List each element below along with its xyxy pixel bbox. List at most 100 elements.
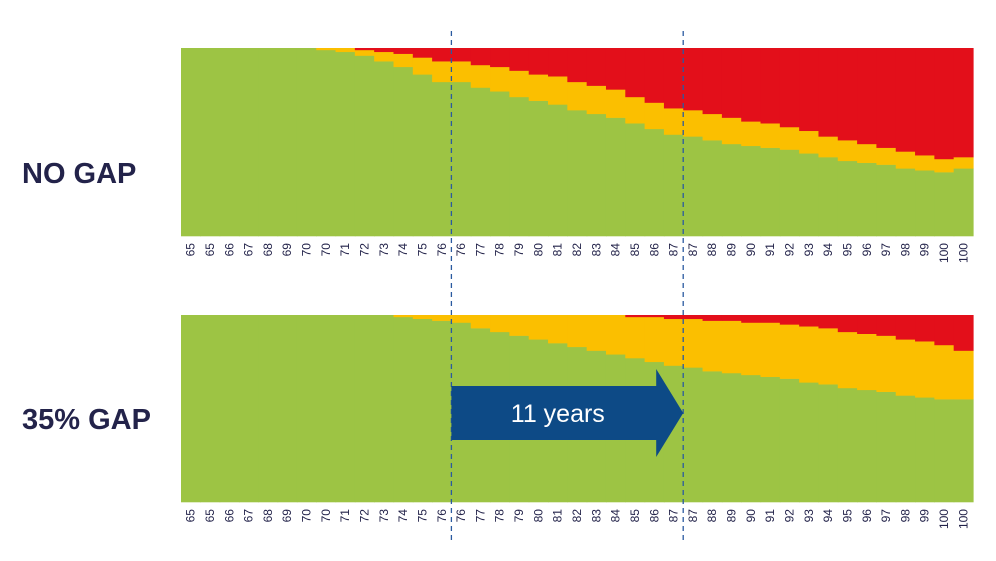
area-segment-s2-c33 <box>818 315 839 329</box>
area-segment-s0-c18 <box>528 100 549 237</box>
area-segment-s2-c29 <box>741 48 762 122</box>
x-tick-label: 99 <box>918 509 932 523</box>
area-segment-s0-c22 <box>605 117 626 237</box>
area-segment-s2-c25 <box>663 315 684 320</box>
area-segment-s2-c21 <box>586 48 607 86</box>
area-segment-s1-c30 <box>760 123 781 148</box>
x-tick-label: 84 <box>609 509 623 523</box>
x-tick-label: 93 <box>802 243 816 257</box>
area-segment-s2-c26 <box>683 48 704 111</box>
x-tick-label: 70 <box>300 243 314 257</box>
area-segment-s0-c3 <box>238 48 259 237</box>
x-tick-label: 74 <box>396 243 410 257</box>
area-segment-s1-c18 <box>528 74 549 101</box>
area-segment-s2-c35 <box>857 48 878 145</box>
x-tick-label: 94 <box>821 243 835 257</box>
area-segment-s1-c35 <box>857 143 878 163</box>
area-segment-s0-c25 <box>663 134 684 237</box>
x-tick-label: 74 <box>396 509 410 523</box>
x-tick-label: 70 <box>319 509 333 523</box>
area-segment-s2-c35 <box>857 315 878 334</box>
x-tick-label: 96 <box>860 509 874 523</box>
area-segment-s0-c33 <box>818 384 839 503</box>
area-segment-s2-c31 <box>779 315 800 325</box>
area-segment-s2-c13 <box>432 48 453 62</box>
area-segment-s1-c37 <box>895 339 916 396</box>
x-tick-label: 78 <box>493 243 507 257</box>
x-tick-label: 65 <box>184 509 198 523</box>
area-segment-s1-c32 <box>799 130 820 154</box>
area-segment-s0-c35 <box>857 162 878 237</box>
annotation-label: 11 years <box>511 400 605 428</box>
area-segment-s0-c7 <box>316 315 337 503</box>
area-segment-s0-c5 <box>277 315 298 503</box>
area-segment-s0-c31 <box>779 378 800 503</box>
area-segment-s1-c11 <box>393 315 414 318</box>
area-segment-s2-c27 <box>702 315 723 321</box>
x-tick-label: 75 <box>415 243 429 257</box>
area-segment-s1-c12 <box>412 315 433 320</box>
area-segment-s0-c33 <box>818 157 839 237</box>
area-segment-s0-c15 <box>470 87 491 237</box>
area-segment-s2-c14 <box>451 48 472 62</box>
x-tick-label: 70 <box>300 509 314 523</box>
area-segment-s0-c1 <box>200 315 221 503</box>
area-segment-s1-c14 <box>451 61 472 83</box>
area-segment-s1-c20 <box>567 81 588 111</box>
x-tick-label: 100 <box>956 509 970 529</box>
area-segment-s1-c40 <box>953 350 974 400</box>
area-segment-s1-c17 <box>509 70 530 98</box>
area-segment-s1-c8 <box>335 48 356 53</box>
x-tick-label: 92 <box>782 509 796 523</box>
area-segment-s0-c36 <box>876 391 897 503</box>
x-tick-label: 68 <box>261 509 275 523</box>
area-segment-s1-c13 <box>432 61 453 83</box>
area-segment-s1-c28 <box>721 117 742 145</box>
x-tick-label: 90 <box>744 509 758 523</box>
area-segment-s1-c23 <box>625 316 646 359</box>
area-segment-s0-c11 <box>393 66 414 237</box>
x-tick-label: 84 <box>609 243 623 257</box>
area-segment-s0-c39 <box>934 399 955 503</box>
x-tick-label: 100 <box>937 243 951 263</box>
area-segment-s2-c37 <box>895 315 916 340</box>
area-segment-s0-c29 <box>741 374 762 503</box>
area-segment-s1-c27 <box>702 320 723 372</box>
area-segment-s1-c29 <box>741 322 762 376</box>
area-segment-s2-c25 <box>663 48 684 109</box>
area-segment-s1-c26 <box>683 110 704 137</box>
area-segment-s0-c8 <box>335 51 356 237</box>
area-segment-s0-c34 <box>837 160 858 237</box>
area-segment-s0-c30 <box>760 376 781 503</box>
area-segment-s0-c4 <box>258 315 279 503</box>
area-segment-s2-c24 <box>644 315 665 318</box>
area-segment-s0-c10 <box>374 315 395 503</box>
area-segment-s0-c13 <box>432 320 453 503</box>
x-tick-label: 97 <box>879 243 893 257</box>
x-tick-label: 95 <box>840 509 854 523</box>
area-segment-s0-c30 <box>760 147 781 237</box>
area-segment-s0-c38 <box>915 397 935 503</box>
x-tick-label: 89 <box>725 243 739 257</box>
area-segment-s0-c1 <box>200 48 221 237</box>
x-tick-label: 69 <box>280 509 294 523</box>
x-tick-label: 85 <box>628 509 642 523</box>
area-segment-s2-c32 <box>799 48 820 132</box>
area-segment-s0-c38 <box>915 170 935 237</box>
area-segment-s2-c34 <box>837 48 858 141</box>
x-tick-label: 67 <box>242 243 256 257</box>
area-segment-s1-c36 <box>876 147 897 165</box>
area-segment-s2-c36 <box>876 48 897 148</box>
area-segment-s1-c25 <box>663 318 684 366</box>
x-tick-label: 99 <box>918 243 932 257</box>
x-tick-label: 83 <box>589 509 603 523</box>
area-segment-s0-c21 <box>586 113 607 237</box>
area-segment-s2-c36 <box>876 315 897 336</box>
area-segment-s2-c9 <box>354 48 375 51</box>
area-segment-s0-c8 <box>335 315 356 503</box>
area-segment-s0-c0 <box>181 48 201 237</box>
x-tick-label: 100 <box>956 243 970 263</box>
x-tick-label: 90 <box>744 243 758 257</box>
area-segment-s1-c33 <box>818 328 839 385</box>
